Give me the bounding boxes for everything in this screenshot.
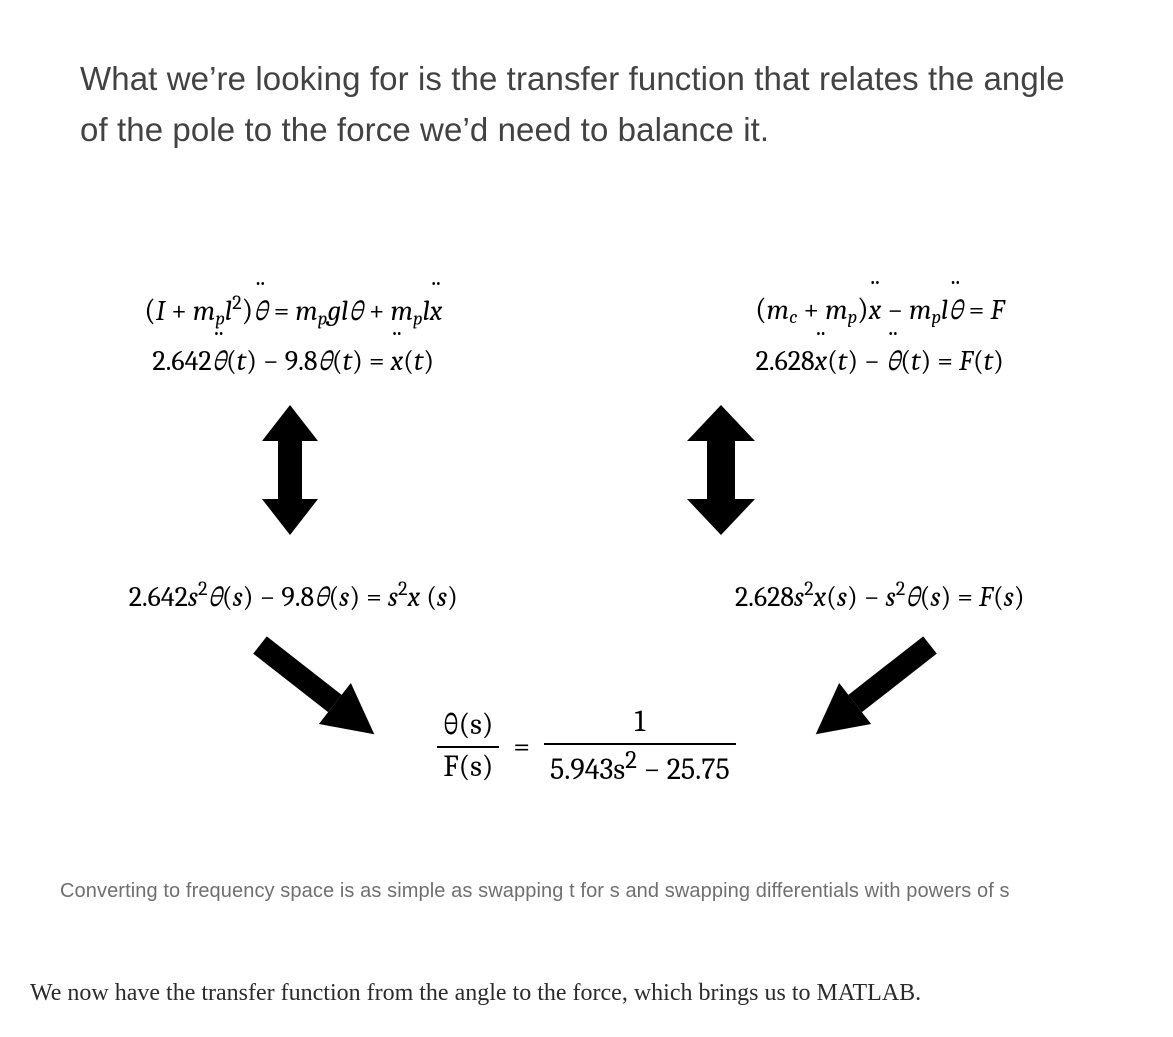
transfer-function: θ(s) F(s) = 1 5.943s2 − 25.75: [0, 705, 1173, 787]
equation-row-sdomain: 2.642s2θ(s) − 9.8θ(s) = s2x (s) 2.628s2x…: [0, 575, 1173, 617]
tf-lhs-num: θ(s): [443, 707, 493, 742]
equation-left-numeric: 2.642θ(t) − 9.8θ(t) = x(t): [0, 340, 587, 382]
eq-left-num: 2.642θ(t) − 9.8θ(t) = x(t): [152, 347, 434, 375]
eq-left-sym: (I + mpl2)θ = mpglθ + mplx: [144, 294, 442, 328]
equation-right-sdomain: 2.628s2x(s) − s2θ(s) = F(s): [587, 575, 1173, 617]
page: What we’re looking for is the transfer f…: [0, 0, 1173, 1037]
transfer-function-equation: θ(s) F(s) = 1 5.943s2 − 25.75: [437, 705, 735, 787]
eq-right-s: 2.628s2x(s) − s2θ(s) = F(s): [735, 580, 1025, 611]
equation-left-sdomain: 2.642s2θ(s) − 9.8θ(s) = s2x (s): [0, 575, 587, 617]
equation-row-symbolic: (I + mpl2)θ = mpglθ + mplx (mc + mp)x − …: [0, 290, 1173, 332]
equation-right-numeric: 2.628x(t) − θ(t) = F(t): [587, 340, 1173, 382]
equation-right-symbolic: (mc + mp)x − mplθ = F: [587, 290, 1173, 332]
bidirectional-arrow-right: [685, 405, 757, 535]
equals-sign: =: [513, 729, 530, 764]
tf-lhs: θ(s) F(s): [437, 708, 499, 784]
tf-rhs: 1 5.943s2 − 25.75: [544, 705, 736, 787]
eq-right-num: 2.628x(t) − θ(t) = F(t): [756, 347, 1004, 375]
arrow-updown-icon: [685, 405, 757, 535]
arrow-updown-icon: [260, 405, 320, 535]
outro-paragraph: We now have the transfer function from t…: [30, 974, 1140, 1012]
intro-paragraph: What we’re looking for is the transfer f…: [80, 53, 1080, 155]
eq-left-s: 2.642s2θ(s) − 9.8θ(s) = s2x (s): [129, 580, 458, 611]
tf-lhs-den: F(s): [443, 749, 493, 784]
eq-right-sym: (mc + mp)x − mplθ = F: [755, 295, 1004, 327]
equation-left-symbolic: (I + mpl2)θ = mpglθ + mplx: [0, 290, 587, 332]
bidirectional-arrow-left: [260, 405, 320, 535]
figure-caption: Converting to frequency space is as simp…: [60, 880, 1120, 903]
tf-rhs-den: 5.943s2 − 25.75: [544, 747, 736, 788]
tf-rhs-num: 1: [628, 705, 651, 740]
equation-row-numeric: 2.642θ(t) − 9.8θ(t) = x(t) 2.628x(t) − θ…: [0, 340, 1173, 382]
